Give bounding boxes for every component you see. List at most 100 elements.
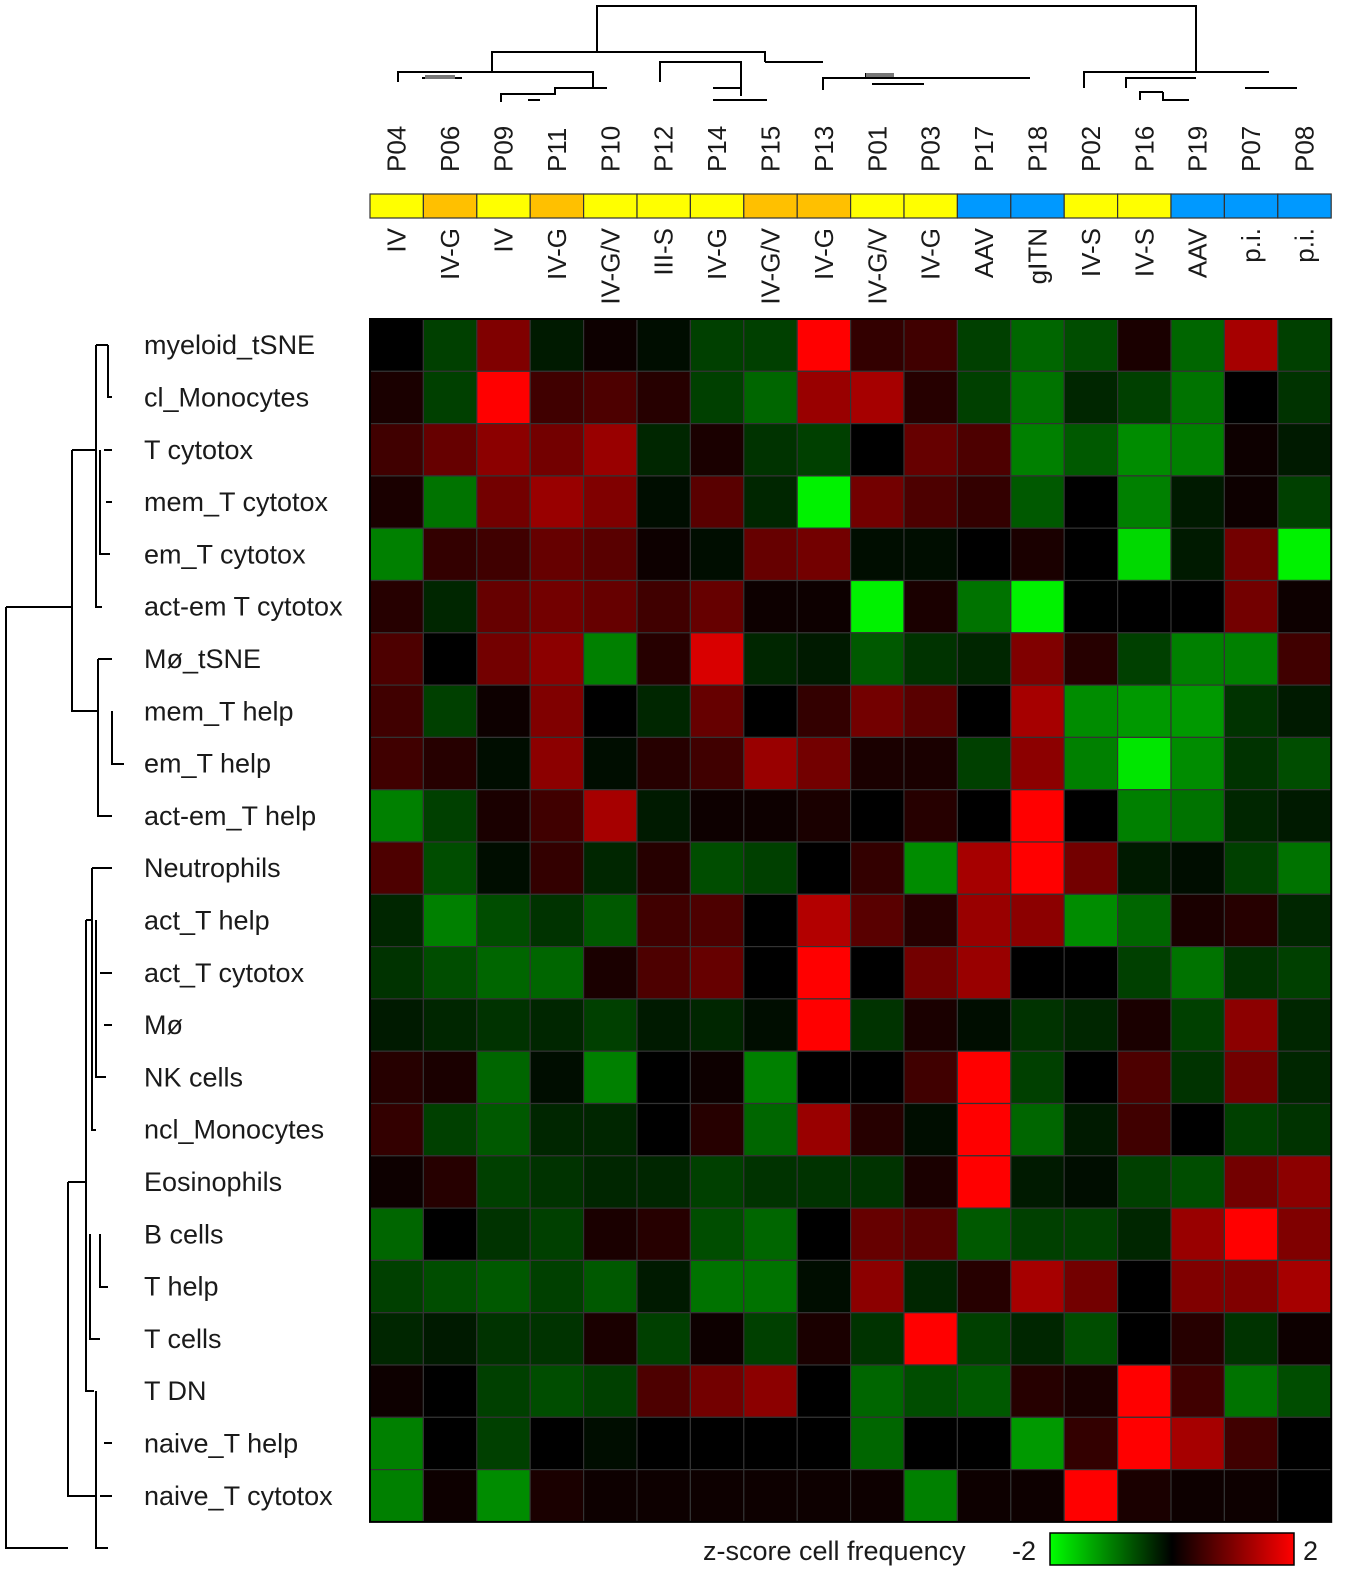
heatmap-cell bbox=[903, 736, 959, 791]
heatmap-cell bbox=[1277, 684, 1332, 738]
column-label: P19 bbox=[1183, 126, 1213, 172]
heatmap-cell bbox=[1277, 1312, 1332, 1366]
heatmap-cell bbox=[476, 1207, 531, 1261]
column-label: P15 bbox=[756, 126, 786, 172]
heatmap-cell bbox=[369, 579, 425, 634]
heatmap-cell bbox=[582, 318, 638, 372]
column-label: P18 bbox=[1023, 126, 1053, 172]
heatmap-cell bbox=[1223, 370, 1279, 425]
heatmap-cell bbox=[956, 736, 1012, 791]
heatmap-cell bbox=[1277, 318, 1332, 372]
heatmap-cell bbox=[956, 579, 1012, 634]
row-labels: myeloid_tSNE cl_Monocytes T cytotox mem_T c… bbox=[144, 330, 343, 1511]
heatmap-border bbox=[369, 318, 1333, 1523]
row-label: T cells bbox=[144, 1324, 222, 1354]
heatmap-cell bbox=[529, 945, 585, 1000]
heatmap-cell bbox=[476, 736, 531, 791]
heatmap-cell bbox=[369, 1468, 425, 1523]
column-label: P12 bbox=[649, 126, 679, 172]
heatmap-cell bbox=[1116, 1259, 1172, 1314]
heatmap-cell bbox=[1063, 1207, 1119, 1261]
row-label: Neutrophils bbox=[144, 853, 281, 883]
heatmap-cell bbox=[1223, 1102, 1279, 1157]
heatmap-cell bbox=[903, 684, 959, 738]
heatmap-cell bbox=[529, 893, 585, 948]
heatmap-cell bbox=[903, 527, 959, 582]
heatmap-cell bbox=[903, 1364, 959, 1418]
heatmap-cell bbox=[369, 1102, 425, 1157]
heatmap-cell bbox=[689, 318, 745, 372]
heatmap-cell bbox=[796, 318, 852, 372]
row-dendrogram-link bbox=[89, 1234, 100, 1340]
heatmap-cell bbox=[1223, 1050, 1279, 1105]
column-dendrogram-link bbox=[1162, 92, 1189, 101]
heatmap-cell bbox=[1170, 1416, 1226, 1471]
heatmap-cell bbox=[849, 632, 905, 686]
heatmap-cell bbox=[1010, 1312, 1065, 1366]
row-label: act-em_T help bbox=[144, 801, 316, 831]
heatmap-cell bbox=[1170, 1207, 1226, 1261]
heatmap-cell bbox=[1063, 423, 1119, 477]
heatmap-cell bbox=[422, 1102, 478, 1157]
heatmap-cell bbox=[689, 1050, 745, 1105]
heatmap-cell bbox=[849, 841, 905, 895]
annotation-swatch bbox=[1063, 193, 1119, 219]
column-group-label: p.i. bbox=[1290, 228, 1320, 263]
heatmap-cell bbox=[529, 423, 585, 477]
heatmap-cell bbox=[369, 736, 425, 791]
heatmap-cell bbox=[796, 1102, 852, 1157]
heatmap-cell bbox=[476, 1312, 531, 1366]
column-label: P06 bbox=[435, 126, 465, 172]
heatmap-cell bbox=[369, 1364, 425, 1418]
row-label: ncl_Monocytes bbox=[144, 1115, 324, 1145]
column-group-label: IV-G bbox=[542, 228, 572, 280]
heatmap-cell bbox=[1116, 841, 1172, 895]
heatmap-cell bbox=[1277, 841, 1332, 895]
heatmap-cell bbox=[636, 423, 692, 477]
heatmap-cell bbox=[369, 527, 425, 582]
heatmap-cell bbox=[1170, 318, 1226, 372]
heatmap-cell bbox=[1277, 370, 1332, 425]
legend-label: z-score cell frequency bbox=[703, 1536, 966, 1566]
annotation-swatch bbox=[796, 193, 852, 219]
heatmap-cell bbox=[582, 632, 638, 686]
column-group-label: p.i. bbox=[1236, 228, 1266, 263]
heatmap-cell bbox=[1277, 1364, 1332, 1418]
heatmap-cell bbox=[529, 579, 585, 634]
heatmap-cell bbox=[903, 1207, 959, 1261]
heatmap-cell bbox=[1063, 1364, 1119, 1418]
heatmap-cell bbox=[636, 789, 692, 843]
heatmap-cell bbox=[1223, 318, 1279, 372]
column-dendrogram-link bbox=[397, 71, 594, 88]
row-dendrogram-link bbox=[5, 607, 68, 1549]
annotation-swatch bbox=[743, 193, 798, 219]
annotation-swatch bbox=[529, 193, 585, 219]
heatmap-cell bbox=[636, 1259, 692, 1314]
heatmap-cell bbox=[903, 1468, 959, 1523]
heatmap-cell bbox=[422, 1050, 478, 1105]
annotation-swatch bbox=[582, 193, 638, 219]
heatmap-cell bbox=[582, 1050, 638, 1105]
heatmap-cell bbox=[689, 1259, 745, 1314]
column-group-label: IV-S bbox=[1076, 228, 1106, 277]
heatmap-cell bbox=[849, 1102, 905, 1157]
heatmap-cell bbox=[743, 1102, 798, 1157]
heatmap-cell bbox=[1116, 579, 1172, 634]
heatmap-cell bbox=[743, 1364, 798, 1418]
heatmap-cell bbox=[369, 475, 425, 529]
heatmap-cell bbox=[796, 527, 852, 582]
heatmap-cell bbox=[1170, 1312, 1226, 1366]
heatmap-cell bbox=[956, 1155, 1012, 1209]
heatmap-cell bbox=[476, 998, 531, 1052]
heatmap-cell bbox=[956, 684, 1012, 738]
heatmap-cell bbox=[422, 632, 478, 686]
heatmap-cell bbox=[849, 527, 905, 582]
heatmap-cell bbox=[1277, 789, 1332, 843]
column-group-label: AAV bbox=[969, 227, 999, 278]
column-label: P09 bbox=[489, 126, 519, 172]
heatmap-cell bbox=[529, 475, 585, 529]
heatmap-cell bbox=[582, 370, 638, 425]
heatmap-cell bbox=[849, 1468, 905, 1523]
column-label: P17 bbox=[969, 126, 999, 172]
